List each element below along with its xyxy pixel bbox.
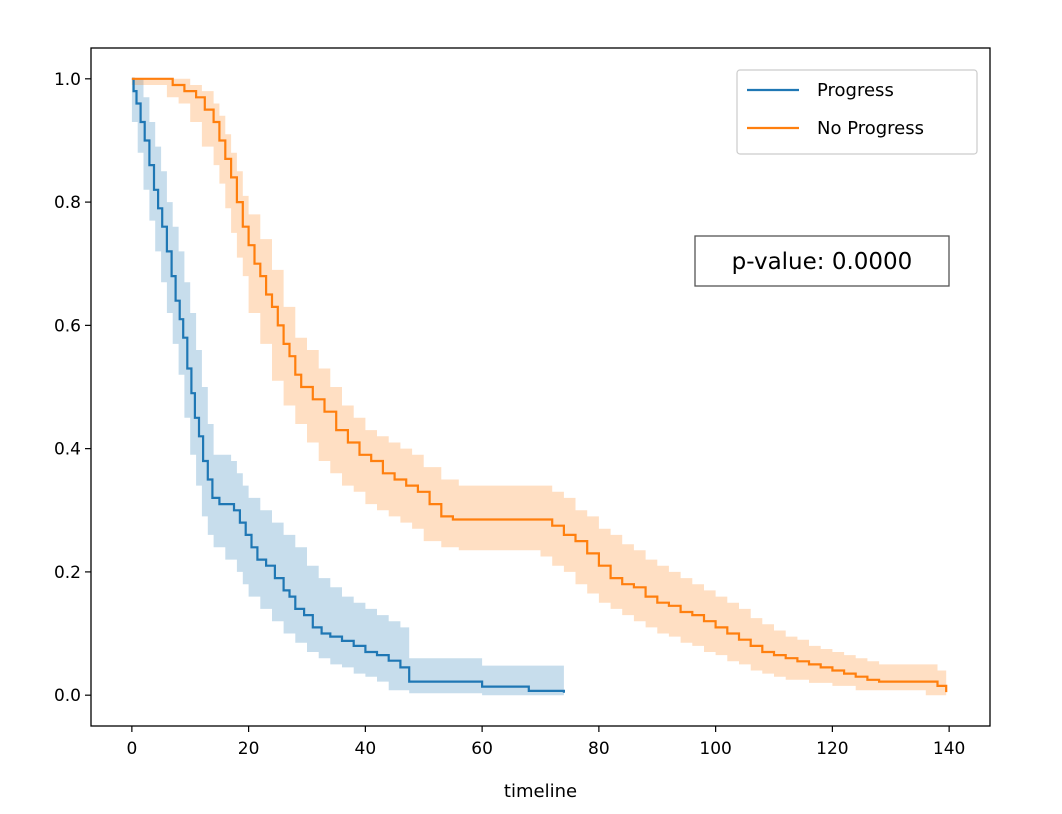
y-tick-label: 0.8 xyxy=(54,193,81,213)
progress-confidence-band xyxy=(131,78,564,696)
x-tick-label: 100 xyxy=(699,739,731,759)
legend-label: Progress xyxy=(817,80,894,101)
x-tick-label: 0 xyxy=(126,739,137,759)
p-value-text: p-value: 0.0000 xyxy=(732,249,913,275)
y-tick-label: 0.4 xyxy=(54,440,81,460)
no-progress-survival-line xyxy=(131,77,948,693)
p-value-annotation: p-value: 0.0000 xyxy=(694,235,950,287)
x-axis: 0 20 40 60 80 100 120 140 xyxy=(126,726,965,759)
progress-survival-line xyxy=(131,77,565,693)
no-progress-confidence-band xyxy=(131,78,947,696)
x-tick-label: 40 xyxy=(355,739,377,759)
y-tick-label: 1.0 xyxy=(54,70,81,90)
x-tick-label: 120 xyxy=(816,739,848,759)
y-tick-label: 0.6 xyxy=(54,316,81,336)
y-axis: 0.0 0.2 0.4 0.6 0.8 1.0 xyxy=(54,70,91,706)
legend-label: No Progress xyxy=(817,118,924,139)
x-tick-label: 140 xyxy=(933,739,965,759)
x-axis-label: timeline xyxy=(504,781,577,802)
x-tick-label: 80 xyxy=(588,739,610,759)
confidence-bands xyxy=(131,78,947,696)
survival-lines xyxy=(131,77,948,693)
x-tick-label: 60 xyxy=(471,739,493,759)
p-value-box xyxy=(694,235,950,287)
x-tick-label: 20 xyxy=(238,739,260,759)
legend: Progress No Progress xyxy=(736,69,978,155)
plot-frame xyxy=(90,47,991,727)
y-tick-label: 0.2 xyxy=(54,563,81,583)
y-tick-label: 0.0 xyxy=(54,686,81,706)
